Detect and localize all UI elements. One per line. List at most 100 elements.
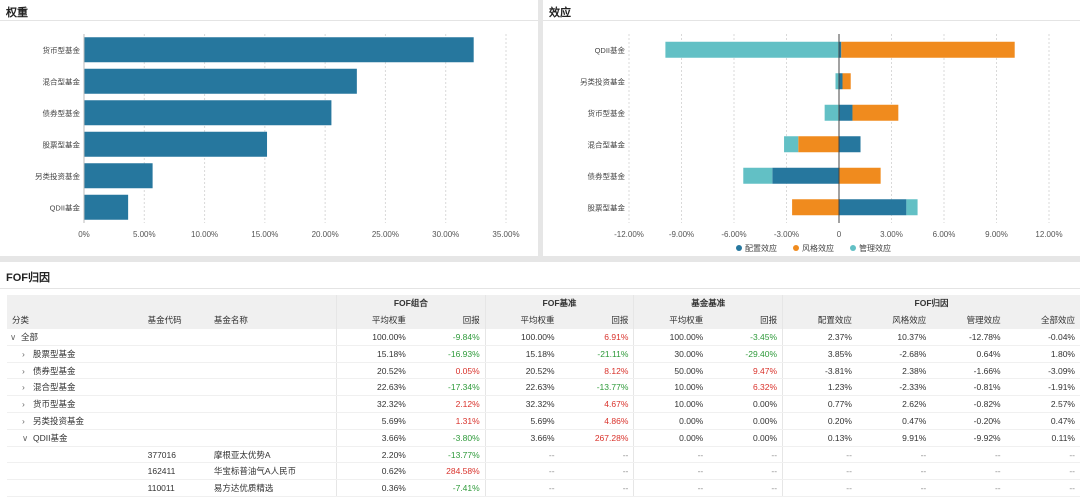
table-row[interactable]: › 混合型基金 22.63% -17.34% 22.63% -13.77% 10.00% 6.… [7, 378, 1080, 397]
fund-name-cell: 华宝标普油气A人民币 [208, 462, 337, 481]
value-cell: 100.00% [484, 328, 560, 346]
column-header[interactable]: 回报 [462, 315, 480, 326]
table-row[interactable]: 377016 摩根亚太优势A 2.20% -13.77% -- -- -- -- -- -- -- -… [7, 446, 1080, 464]
x-tick-label: 3.00% [880, 230, 903, 239]
table-row[interactable]: ∨ 全部 100.00% -9.84% 100.00% 6.91% 100.00% -3.45… [7, 328, 1080, 346]
category-cell[interactable]: ∨ QDII基金 [7, 429, 143, 447]
bar-segment [852, 104, 899, 121]
x-tick-label: 15.00% [251, 230, 278, 239]
value-cell: -13.77% [559, 378, 634, 397]
chevron-right-icon[interactable]: › [22, 382, 25, 393]
value-cell: -- [559, 462, 634, 481]
effect-panel: 效应 -12.00% -9.00% -6.00% -3.00% 0 3.00% 6.00% 9… [543, 0, 1080, 256]
x-tick-label: 6.00% [933, 230, 956, 239]
column-header[interactable]: 风格效应 [892, 315, 927, 326]
value-cell: -- [633, 479, 709, 497]
column-header[interactable]: 分类 [12, 315, 30, 326]
chevron-down-icon[interactable]: ∨ [10, 331, 17, 342]
value-cell: -- [559, 446, 634, 464]
value-cell: 30.00% [633, 345, 709, 363]
value-cell: 1.31% [410, 412, 486, 430]
table-row[interactable]: ∨ QDII基金 3.66% -3.80% 3.66% 267.28% 0.00% 0.00%… [7, 429, 1080, 447]
table-row[interactable]: › 货币型基金 32.32% 2.12% 32.32% 4.67% 10.00% 0.00% 0… [7, 395, 1080, 414]
value-cell: -- [1005, 446, 1080, 464]
value-cell: -3.45% [708, 328, 783, 346]
bar-segment [839, 41, 842, 58]
category-cell[interactable] [7, 446, 143, 464]
value-cell: -0.04% [1005, 328, 1080, 346]
column-header[interactable]: 基金名称 [213, 315, 248, 326]
y-category-label: 另类投资基金 [35, 171, 80, 181]
value-cell: -0.81% [931, 378, 1006, 397]
category-cell[interactable]: › 混合型基金 [7, 378, 143, 397]
value-cell: -- [484, 479, 560, 497]
chevron-right-icon[interactable]: › [22, 399, 25, 410]
table-row[interactable]: 162411 华宝标普油气A人民币 0.62% 284.58% -- -- -- -- -- --… [7, 462, 1080, 481]
category-cell[interactable]: ∨ 全部 [7, 328, 143, 346]
value-cell: 0.05% [410, 362, 486, 380]
fund-code-cell [142, 328, 209, 346]
divider [0, 20, 538, 21]
column-header[interactable]: 全部效应 [1040, 315, 1075, 326]
y-category-label: 货币型基金 [588, 108, 626, 118]
category-cell[interactable] [7, 479, 143, 497]
value-cell: -0.20% [931, 412, 1006, 430]
value-cell: 22.63% [484, 378, 560, 397]
table-row[interactable]: › 另类投资基金 5.69% 1.31% 5.69% 4.86% 0.00% 0.00% 0.2… [7, 412, 1080, 430]
value-cell: 284.58% [410, 462, 486, 481]
column-header[interactable]: 回报 [760, 315, 778, 326]
chevron-right-icon[interactable]: › [22, 415, 25, 426]
fund-name-cell: 摩根亚太优势A [208, 446, 337, 464]
fof-panel: FOF归因 FOF组合 FOF基准 基金基准 FOF归因 分类 基金代码 基金名称 平… [0, 262, 1080, 497]
value-cell: 1.23% [782, 378, 857, 397]
value-cell: 4.86% [559, 412, 634, 430]
category-cell[interactable]: › 股票型基金 [7, 345, 143, 363]
value-cell: -- [633, 446, 709, 464]
value-cell: 0.20% [782, 412, 857, 430]
column-header[interactable]: 平均权重 [484, 311, 560, 329]
bar-segment [743, 167, 773, 184]
bar [84, 131, 268, 157]
column-header[interactable]: 回报 [611, 315, 629, 326]
column-header[interactable]: 平均权重 [336, 311, 411, 329]
value-cell: 0.00% [708, 429, 783, 447]
category-cell[interactable] [7, 462, 143, 481]
value-cell: 10.00% [633, 395, 709, 414]
value-cell: -12.78% [931, 328, 1006, 346]
bar [84, 37, 474, 63]
bar-segment [798, 136, 839, 153]
column-header[interactable]: 平均权重 [633, 311, 709, 329]
column-header[interactable]: 管理效应 [966, 315, 1001, 326]
chevron-down-icon[interactable]: ∨ [22, 432, 29, 443]
category-label: 混合型基金 [33, 382, 76, 393]
y-category-label: QDII基金 [595, 45, 626, 55]
fund-name-cell [208, 345, 337, 363]
value-cell: -- [1005, 462, 1080, 481]
value-cell: 0.00% [633, 412, 709, 430]
bar-segment [906, 199, 918, 216]
value-cell: 15.18% [484, 345, 560, 363]
column-header[interactable]: 基金代码 [147, 315, 182, 326]
category-cell[interactable]: › 另类投资基金 [7, 412, 143, 430]
value-cell: 0.36% [336, 479, 411, 497]
value-cell: 3.66% [484, 429, 560, 447]
bar [84, 100, 332, 126]
x-tick-label: -9.00% [669, 230, 694, 239]
table-row[interactable]: 110011 易方达优质精选 0.36% -7.41% -- -- -- -- -- -- -- -- [7, 479, 1080, 497]
column-header[interactable]: 配置效应 [782, 311, 857, 329]
value-cell: 4.67% [559, 395, 634, 414]
value-cell: -- [856, 446, 932, 464]
table-row[interactable]: › 债券型基金 20.52% 0.05% 20.52% 8.12% 50.00% 9.47% -… [7, 362, 1080, 380]
value-cell: -- [856, 462, 932, 481]
value-cell: 9.91% [856, 429, 932, 447]
category-cell[interactable]: › 债券型基金 [7, 362, 143, 380]
value-cell: -17.34% [410, 378, 486, 397]
value-cell: 0.00% [708, 412, 783, 430]
chevron-right-icon[interactable]: › [22, 348, 25, 359]
value-cell: -- [633, 462, 709, 481]
value-cell: -- [931, 479, 1006, 497]
table-row[interactable]: › 股票型基金 15.18% -16.93% 15.18% -21.11% 30.00% -2… [7, 345, 1080, 363]
value-cell: -3.80% [410, 429, 486, 447]
category-cell[interactable]: › 货币型基金 [7, 395, 143, 414]
chevron-right-icon[interactable]: › [22, 365, 25, 376]
